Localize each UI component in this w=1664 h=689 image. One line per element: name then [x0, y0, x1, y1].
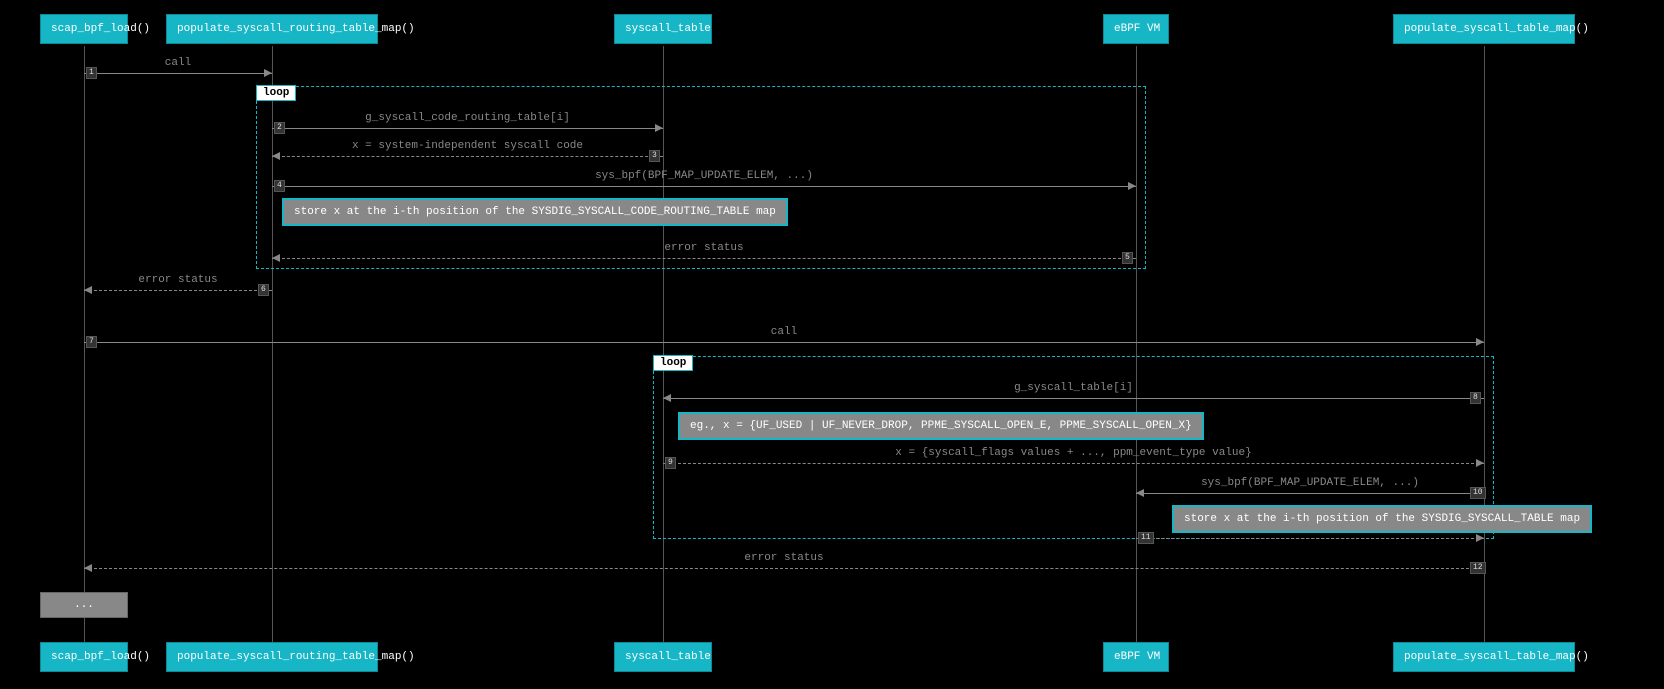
participant-p3-top: syscall_table — [614, 14, 712, 44]
arrow-head — [1476, 338, 1484, 346]
arrow-head — [264, 69, 272, 77]
note: eg., x = {UF_USED | UF_NEVER_DROP, PPME_… — [678, 412, 1204, 440]
lifeline-p1 — [84, 46, 85, 642]
participant-p4-bottom: eBPF VM — [1103, 642, 1169, 672]
seq-number: 12 — [1470, 562, 1486, 574]
message-label: error status — [664, 242, 743, 254]
loop-tag: loop — [653, 355, 693, 371]
message-arrow — [84, 568, 1484, 569]
participant-p1-bottom: scap_bpf_load() — [40, 642, 128, 672]
message-arrow — [272, 156, 663, 157]
arrow-head — [655, 124, 663, 132]
message-label: call — [165, 57, 191, 69]
arrow-head — [1476, 459, 1484, 467]
arrow-head — [1476, 534, 1484, 542]
loop-tag: loop — [256, 85, 296, 101]
message-arrow — [84, 342, 1484, 343]
note: store x at the i-th position of the SYSD… — [282, 198, 788, 226]
seq-number: 8 — [1470, 392, 1481, 404]
seq-number: 6 — [258, 284, 269, 296]
arrow-head — [272, 254, 280, 262]
participant-p4-top: eBPF VM — [1103, 14, 1169, 44]
seq-number: 10 — [1470, 487, 1486, 499]
note: store x at the i-th position of the SYSD… — [1172, 505, 1592, 533]
seq-number: 1 — [86, 67, 97, 79]
seq-number: 11 — [1138, 532, 1154, 544]
participant-p5-top: populate_syscall_table_map() — [1393, 14, 1575, 44]
message-arrow — [663, 463, 1484, 464]
message-label: sys_bpf(BPF_MAP_UPDATE_ELEM, ...) — [1201, 477, 1419, 489]
arrow-head — [1128, 182, 1136, 190]
participant-p2-top: populate_syscall_routing_table_map() — [166, 14, 378, 44]
seq-number: 2 — [274, 122, 285, 134]
message-arrow — [84, 290, 272, 291]
seq-number: 4 — [274, 180, 285, 192]
message-label: g_syscall_table[i] — [1014, 382, 1133, 394]
lifeline-p5 — [1484, 46, 1485, 642]
seq-number: 7 — [86, 336, 97, 348]
participant-p1-top: scap_bpf_load() — [40, 14, 128, 44]
message-label: error status — [138, 274, 217, 286]
sequence-diagram: loop loop call 1 g_syscall_code_routing_tabl… — [0, 0, 1664, 689]
arrow-head — [663, 394, 671, 402]
message-arrow — [272, 186, 1136, 187]
participant-p5-bottom: populate_syscall_table_map() — [1393, 642, 1575, 672]
message-arrow — [84, 73, 272, 74]
arrow-head — [84, 564, 92, 572]
message-arrow — [1136, 538, 1484, 539]
note: ... — [40, 592, 128, 618]
message-arrow — [272, 128, 663, 129]
message-arrow — [663, 398, 1484, 399]
message-label: x = system-independent syscall code — [352, 140, 583, 152]
arrow-head — [272, 152, 280, 160]
message-label: sys_bpf(BPF_MAP_UPDATE_ELEM, ...) — [595, 170, 813, 182]
message-label: x = {syscall_flags values + ..., ppm_eve… — [895, 447, 1251, 459]
message-label: error status — [744, 552, 823, 564]
message-arrow — [272, 258, 1136, 259]
seq-number: 9 — [665, 457, 676, 469]
message-arrow — [1136, 493, 1484, 494]
arrow-head — [84, 286, 92, 294]
seq-number: 3 — [649, 150, 660, 162]
message-label: call — [771, 326, 797, 338]
seq-number: 5 — [1122, 252, 1133, 264]
participant-p2-bottom: populate_syscall_routing_table_map() — [166, 642, 378, 672]
participant-p3-bottom: syscall_table — [614, 642, 712, 672]
arrow-head — [1136, 489, 1144, 497]
message-label: g_syscall_code_routing_table[i] — [365, 112, 570, 124]
